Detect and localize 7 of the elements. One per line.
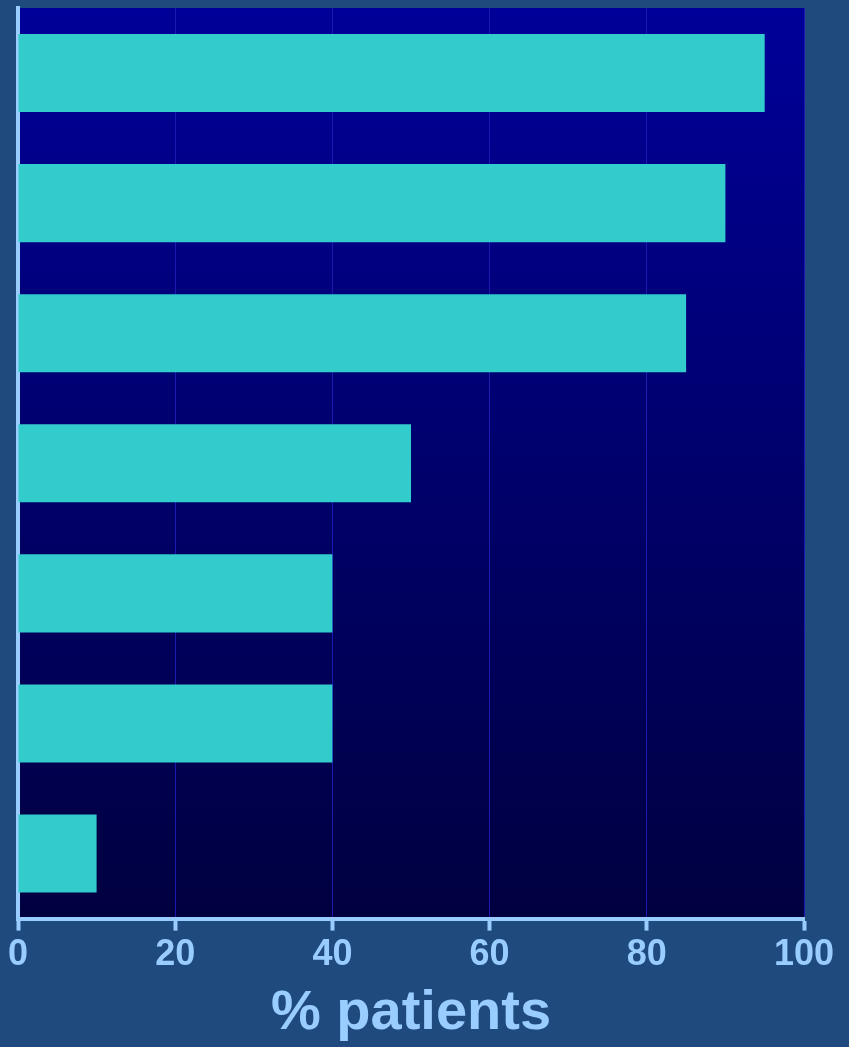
x-tick-label: 0 [7,932,29,974]
x-tick-label: 80 [626,932,667,974]
x-tick-label: 40 [312,932,353,974]
x-tick-label: 60 [469,932,510,974]
x-tick-label: 20 [155,932,196,974]
x-axis-title: % patients [270,977,552,1041]
x-tick-label: 100 [773,932,835,974]
